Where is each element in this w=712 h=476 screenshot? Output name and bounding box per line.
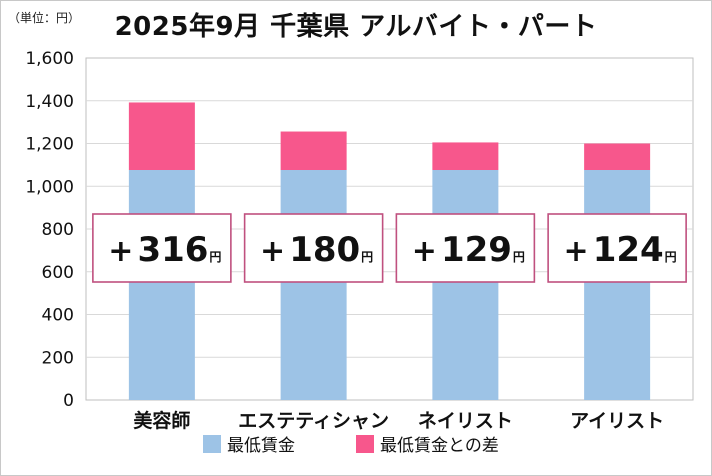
bar-diff-2 bbox=[432, 142, 499, 171]
annotation-value: 316 bbox=[137, 230, 208, 270]
bar-diff-0 bbox=[128, 102, 195, 171]
y-tick-label: 0 bbox=[63, 391, 74, 411]
bar-diff-3 bbox=[584, 143, 651, 171]
legend-label-0: 最低賃金 bbox=[227, 436, 295, 456]
legend: 最低賃金 最低賃金との差 bbox=[203, 435, 499, 456]
annotation-text: +316円 bbox=[108, 230, 221, 270]
annotation-unit: 円 bbox=[209, 250, 221, 264]
annotation-1: +180円 bbox=[243, 213, 384, 283]
chart-title: 2025年9月 千葉県 アルバイト・パート bbox=[114, 12, 598, 42]
annotation-sign: + bbox=[412, 234, 437, 269]
annotation-0: +316円 bbox=[92, 213, 232, 283]
legend-swatch-0 bbox=[203, 435, 221, 453]
annotation-box bbox=[395, 213, 536, 283]
bar-diff-1 bbox=[280, 131, 347, 171]
annotation-sign: + bbox=[564, 234, 589, 269]
annotation-box bbox=[243, 213, 384, 283]
annotation-3: +124円 bbox=[547, 213, 687, 283]
category-label: 美容師 bbox=[133, 409, 190, 432]
bar-base-2 bbox=[432, 170, 499, 400]
annotation-value: 124 bbox=[593, 230, 664, 270]
annotation-box bbox=[547, 213, 687, 283]
y-tick-label: 1,600 bbox=[25, 49, 74, 69]
annotation-unit: 円 bbox=[665, 250, 677, 264]
category-label: ネイリスト bbox=[418, 410, 513, 432]
annotation-unit: 円 bbox=[513, 250, 525, 264]
y-tick-label: 1,000 bbox=[25, 177, 74, 197]
y-tick-label: 400 bbox=[42, 306, 74, 326]
y-tick-label: 1,200 bbox=[25, 135, 74, 155]
annotation-value: 129 bbox=[441, 230, 512, 270]
axis-layer: 0 200 400 600 800 1,000 1,200 1,400 1,600 美容師 エステテ… bbox=[25, 49, 664, 432]
annotation-text: +124円 bbox=[564, 230, 677, 270]
annotation-2: +129円 bbox=[395, 213, 536, 283]
annotation-text: +129円 bbox=[412, 230, 525, 270]
y-tick-label: 1,400 bbox=[25, 92, 74, 112]
category-label: アイリスト bbox=[570, 410, 664, 432]
annotation-text: +180円 bbox=[260, 230, 373, 270]
bar-base-0 bbox=[128, 170, 195, 400]
y-tick-label: 200 bbox=[42, 348, 74, 368]
annotation-value: 180 bbox=[289, 230, 360, 270]
bar-base-1 bbox=[280, 170, 347, 400]
unit-label: （単位：円） bbox=[8, 11, 81, 25]
y-tick-label: 600 bbox=[42, 263, 74, 283]
annotation-unit: 円 bbox=[361, 250, 373, 264]
bar-base-3 bbox=[584, 170, 651, 400]
y-tick-label: 800 bbox=[42, 220, 74, 240]
annotation-sign: + bbox=[260, 234, 285, 269]
annotation-layer: +316円 +180円 +129円 +124円 bbox=[92, 213, 687, 283]
legend-label-1: 最低賃金との差 bbox=[380, 436, 499, 456]
bar-layer bbox=[128, 102, 651, 400]
annotation-box bbox=[92, 213, 232, 283]
category-label: エステティシャン bbox=[238, 410, 389, 432]
legend-swatch-1 bbox=[356, 435, 374, 453]
annotation-sign: + bbox=[108, 234, 133, 269]
